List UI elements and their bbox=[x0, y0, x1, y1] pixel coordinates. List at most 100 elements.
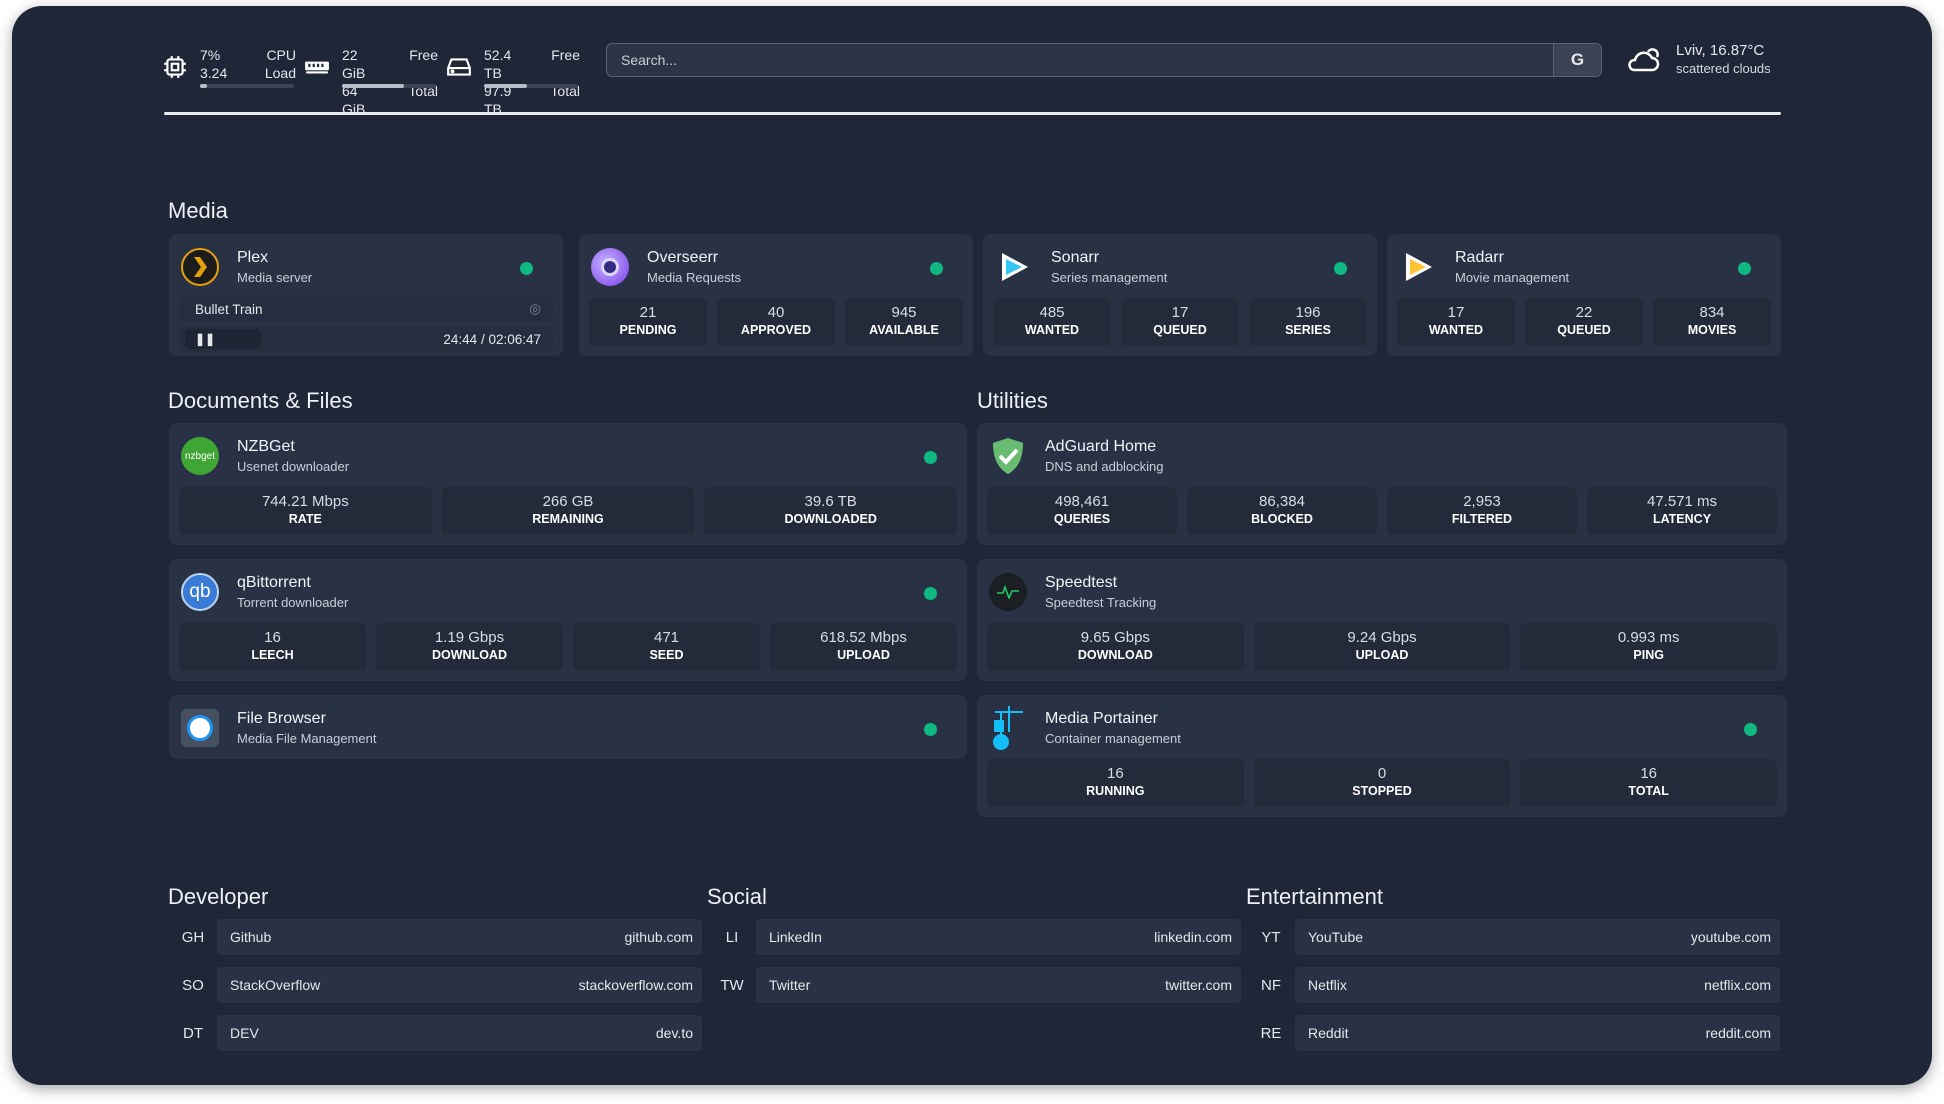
section-title-entertainment: Entertainment bbox=[1246, 884, 1383, 909]
service-description: Media server bbox=[237, 270, 313, 285]
stat-value: 196 bbox=[1295, 304, 1321, 321]
service-card-adguard-home[interactable]: AdGuard Home DNS and adblocking 498,461 QU… bbox=[977, 423, 1787, 545]
stat-value: 498,461 bbox=[1054, 493, 1110, 510]
stat-download: 1.19 Gbps DOWNLOAD bbox=[376, 623, 563, 671]
stat-label: SERIES bbox=[1285, 323, 1331, 337]
stat-label: LEECH bbox=[251, 648, 294, 662]
stat-value: 17 bbox=[1447, 304, 1465, 321]
section-title-media: Media bbox=[168, 198, 228, 223]
stat-upload: 618.52 Mbps UPLOAD bbox=[770, 623, 957, 671]
cpu-usage-bar bbox=[200, 84, 294, 88]
section-title-documents: Documents & Files bbox=[168, 388, 353, 413]
stat-series: 196 SERIES bbox=[1249, 298, 1367, 346]
status-online-indicator bbox=[1744, 723, 1757, 736]
stat-value: 0.993 ms bbox=[1617, 629, 1680, 646]
bookmark-name: Netflix bbox=[1308, 977, 1347, 993]
playback-time: 24:44 / 02:06:47 bbox=[443, 331, 541, 347]
status-online-indicator bbox=[924, 451, 937, 464]
service-card-nzbget[interactable]: nzbget NZBGet Usenet downloader 744.21 Mbp… bbox=[169, 423, 967, 545]
cpu-label: CPU bbox=[266, 47, 296, 63]
bookmark-abbreviation: DT bbox=[183, 1024, 203, 1042]
stat-latency: 47.571 ms LATENCY bbox=[1587, 487, 1777, 535]
disk-free: 52.4 TB bbox=[484, 47, 512, 81]
stat-queued: 17 QUEUED bbox=[1121, 298, 1239, 346]
qbittorrent-icon: qb bbox=[181, 573, 219, 611]
settings-icon[interactable]: ◎ bbox=[529, 301, 541, 316]
service-card-speedtest[interactable]: Speedtest Speedtest Tracking 9.65 Gbps DOW… bbox=[977, 559, 1787, 681]
stat-seed: 471 SEED bbox=[573, 623, 760, 671]
service-name: NZBGet bbox=[237, 438, 295, 455]
stat-label: UPLOAD bbox=[1355, 648, 1409, 662]
stat-value: 86,384 bbox=[1259, 493, 1305, 510]
stat-label: LATENCY bbox=[1652, 512, 1712, 526]
stat-value: 618.52 Mbps bbox=[820, 629, 907, 646]
service-card-qbittorrent[interactable]: qb qBittorrent Torrent downloader 16 LEECH 1… bbox=[169, 559, 967, 681]
stat-label: DOWNLOADED bbox=[784, 512, 877, 526]
bookmark-abbreviation: LI bbox=[725, 928, 739, 946]
search-provider-button[interactable]: G bbox=[1553, 44, 1601, 76]
stat-value: 21 bbox=[639, 304, 657, 321]
now-playing-title: Bullet Train bbox=[195, 301, 263, 317]
stat-total: 16 TOTAL bbox=[1520, 759, 1778, 807]
bookmark-name: LinkedIn bbox=[769, 929, 822, 945]
bookmark-dev[interactable]: DT DEV dev.to bbox=[169, 1015, 702, 1051]
service-card-radarr[interactable]: Radarr Movie management 17 WANTED 22 QUEUED 8… bbox=[1387, 234, 1781, 356]
free-label: Free bbox=[409, 47, 438, 63]
bookmark-youtube[interactable]: YT YouTube youtube.com bbox=[1247, 919, 1780, 955]
bookmark-github[interactable]: GH Github github.com bbox=[169, 919, 702, 955]
pause-button[interactable]: ❚❚ bbox=[185, 329, 261, 349]
stat-running: 16 RUNNING bbox=[987, 759, 1244, 807]
bookmark-abbreviation: GH bbox=[181, 928, 205, 946]
search-input[interactable] bbox=[607, 52, 1553, 68]
search-bar: G bbox=[606, 43, 1602, 77]
stat-value: 39.6 TB bbox=[804, 493, 857, 510]
bookmark-stackoverflow[interactable]: SO StackOverflow stackoverflow.com bbox=[169, 967, 702, 1003]
adguard-icon bbox=[989, 437, 1027, 475]
cpu-icon bbox=[164, 56, 186, 78]
weather-condition: scattered clouds bbox=[1676, 61, 1771, 76]
service-card-sonarr[interactable]: Sonarr Series management 485 WANTED 17 QUEUE… bbox=[983, 234, 1377, 356]
bookmark-linkedin[interactable]: LI LinkedIn linkedin.com bbox=[708, 919, 1241, 955]
stat-queries: 498,461 QUERIES bbox=[987, 487, 1177, 535]
service-name: Sonarr bbox=[1051, 249, 1100, 266]
service-card-overseerr[interactable]: Overseerr Media Requests 21 PENDING 40 APPRO… bbox=[579, 234, 973, 356]
dashboard-window: 7% CPU 3.24 Load 22 GiB Free 64 GiB Total 52.4… bbox=[12, 6, 1932, 1085]
bookmark-reddit[interactable]: RE Reddit reddit.com bbox=[1247, 1015, 1780, 1051]
service-description: Media File Management bbox=[237, 731, 377, 746]
status-online-indicator bbox=[924, 587, 937, 600]
bookmark-abbreviation: YT bbox=[1261, 928, 1281, 946]
stat-label: PING bbox=[1633, 648, 1664, 662]
stat-queued: 22 QUEUED bbox=[1525, 298, 1643, 346]
stat-remaining: 266 GB REMAINING bbox=[441, 487, 695, 535]
service-name: AdGuard Home bbox=[1045, 438, 1157, 455]
bookmark-twitter[interactable]: TW Twitter twitter.com bbox=[708, 967, 1241, 1003]
stat-label: REMAINING bbox=[532, 512, 604, 526]
stat-label: FILTERED bbox=[1451, 512, 1513, 526]
stat-value: 47.571 ms bbox=[1646, 493, 1718, 510]
bookmark-name: YouTube bbox=[1308, 929, 1364, 945]
stat-label: PENDING bbox=[619, 323, 677, 337]
bookmark-netflix[interactable]: NF Netflix netflix.com bbox=[1247, 967, 1780, 1003]
service-card-file-browser[interactable]: File Browser Media File Management bbox=[169, 695, 967, 759]
stat-label: UPLOAD bbox=[837, 648, 890, 662]
stat-value: 266 GB bbox=[542, 493, 594, 510]
stat-movies: 834 MOVIES bbox=[1653, 298, 1771, 346]
section-title-developer: Developer bbox=[168, 884, 269, 909]
service-description: Media Requests bbox=[647, 270, 741, 285]
service-name: Media Portainer bbox=[1045, 710, 1158, 727]
stat-label: WANTED bbox=[1428, 323, 1484, 337]
stat-label: DOWNLOAD bbox=[1077, 648, 1153, 662]
service-card-plex[interactable]: Plex Media server Bullet Train ◎ ❚❚ 24:44 /… bbox=[169, 234, 563, 356]
bookmark-name: Github bbox=[230, 929, 272, 945]
stat-available: 945 AVAILABLE bbox=[845, 298, 963, 346]
service-description: DNS and adblocking bbox=[1045, 459, 1164, 474]
status-online-indicator bbox=[1738, 262, 1751, 275]
stat-value: 17 bbox=[1171, 304, 1189, 321]
cpu-percent: 7% bbox=[200, 47, 221, 63]
stat-value: 0 bbox=[1377, 765, 1387, 782]
service-card-media-portainer[interactable]: Media Portainer Container management 16 RU… bbox=[977, 695, 1787, 817]
bookmark-url: stackoverflow.com bbox=[578, 977, 693, 993]
disk-icon bbox=[447, 58, 471, 76]
bookmark-url: github.com bbox=[624, 929, 693, 945]
stat-download: 9.65 Gbps DOWNLOAD bbox=[987, 623, 1244, 671]
